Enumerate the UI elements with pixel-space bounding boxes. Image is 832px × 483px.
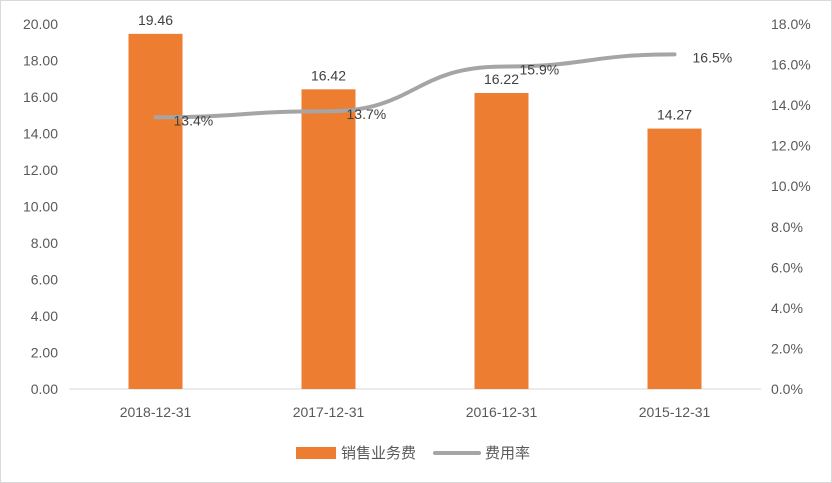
y-left-tick-label: 6.00 (31, 272, 58, 288)
y-left-tick-label: 2.00 (31, 345, 58, 361)
y-right-tick-label: 12.0% (771, 138, 811, 154)
x-tick-label: 2016-12-31 (466, 404, 538, 420)
y-right-tick-label: 4.0% (771, 300, 803, 316)
line-data-label: 13.4% (174, 112, 214, 128)
line-expense-ratio (153, 52, 677, 120)
y-right-tick-label: 14.0% (771, 97, 811, 113)
bar-sales-expense (128, 33, 183, 389)
legend-label-expense-ratio: 费用率 (485, 445, 530, 462)
y-left-tick-label: 10.00 (23, 199, 58, 215)
line-data-label: 16.5% (693, 49, 733, 65)
bar-data-label: 14.27 (657, 107, 692, 123)
bar-data-label: 19.46 (138, 12, 173, 28)
y-right-tick-label: 18.0% (771, 16, 811, 32)
y-left-tick-label: 14.00 (23, 126, 58, 142)
bar-sales-expense (474, 92, 529, 390)
y-left-tick-label: 20.00 (23, 16, 58, 32)
x-tick-label: 2018-12-31 (120, 404, 192, 420)
bar-data-label: 16.22 (484, 71, 519, 87)
y-right-tick-label: 16.0% (771, 57, 811, 73)
legend-label-sales-expense: 销售业务费 (341, 445, 416, 462)
y-left-tick-label: 0.00 (31, 381, 58, 397)
y-left-tick-label: 18.00 (23, 53, 58, 69)
x-tick-label: 2015-12-31 (639, 404, 711, 420)
y-right-tick-label: 8.0% (771, 219, 803, 235)
line-data-label: 15.9% (520, 62, 560, 78)
bar-sales-expense (647, 128, 702, 389)
y-right-tick-label: 2.0% (771, 340, 803, 356)
y-right-tick-label: 0.0% (771, 381, 803, 397)
bar-data-label: 16.42 (311, 67, 346, 83)
y-left-tick-label: 8.00 (31, 235, 58, 251)
x-tick-label: 2017-12-31 (293, 404, 365, 420)
y-left-tick-label: 12.00 (23, 162, 58, 178)
legend-swatch-sales-expense (296, 447, 336, 459)
bar-sales-expense (301, 89, 356, 390)
y-left-tick-label: 4.00 (31, 308, 58, 324)
y-left-tick-label: 16.00 (23, 89, 58, 105)
line-data-label: 13.7% (347, 106, 387, 122)
y-right-tick-label: 10.0% (771, 178, 811, 194)
y-right-tick-label: 6.0% (771, 259, 803, 275)
